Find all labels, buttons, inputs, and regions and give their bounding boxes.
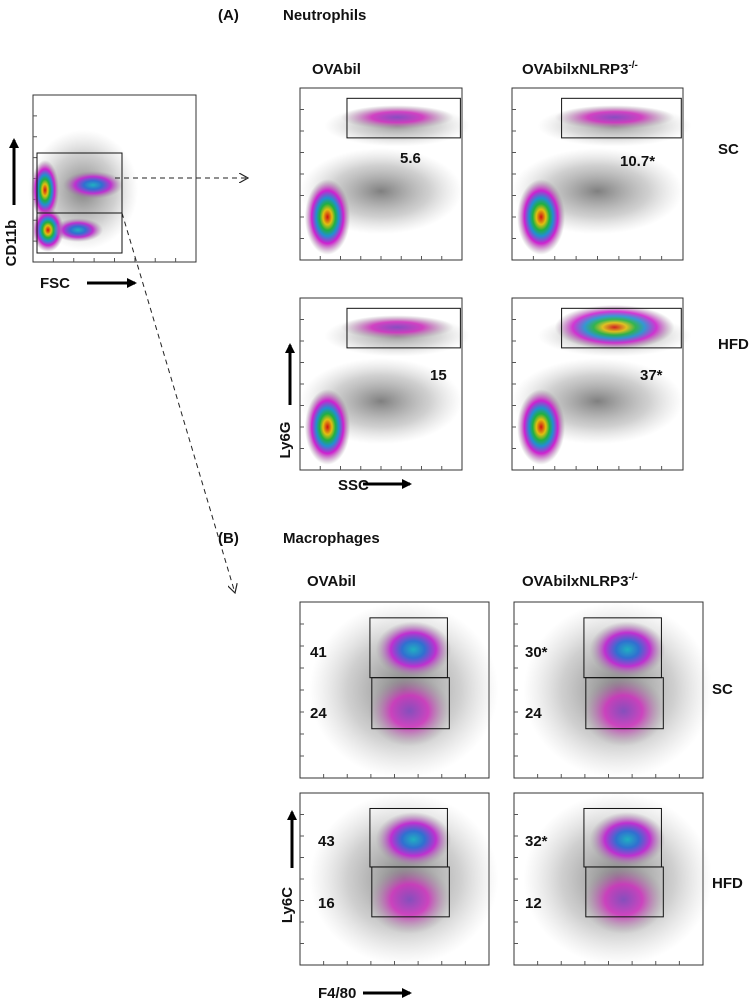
- event-cloud: [554, 304, 675, 350]
- event-cloud: [517, 389, 566, 465]
- event-cloud: [340, 105, 454, 130]
- header-superscript: -/-: [628, 572, 637, 583]
- gate-value: 5.6: [400, 150, 421, 167]
- event-cloud: [304, 389, 351, 465]
- column-header: OVAbil: [312, 61, 361, 78]
- gate: [371, 866, 450, 918]
- gate-value: 12: [525, 895, 542, 912]
- gate-value: 37*: [640, 367, 663, 384]
- gate: [561, 307, 682, 349]
- gate: [346, 307, 461, 349]
- gate-value: 15: [430, 367, 447, 384]
- event-cloud: [589, 621, 666, 678]
- event-cloud: [375, 811, 452, 867]
- header-superscript: -/-: [628, 60, 637, 71]
- gate: [346, 97, 461, 139]
- header-text: OVAbilxNLRP3: [522, 573, 628, 590]
- gate-value: 10.7*: [620, 153, 655, 170]
- event-cloud: [340, 315, 454, 340]
- y-axis-label: Ly6G: [277, 422, 294, 459]
- event-cloud: [589, 811, 666, 867]
- gate-arrow: [121, 212, 235, 593]
- x-axis-label: F4/80: [318, 985, 356, 1002]
- gate-value: 43: [318, 833, 335, 850]
- gate-value: 16: [318, 895, 335, 912]
- column-header: OVAbil: [307, 573, 356, 590]
- event-cloud: [31, 160, 59, 220]
- event-cloud: [368, 675, 452, 747]
- gate: [561, 97, 682, 139]
- header-text: OVAbil: [312, 61, 361, 78]
- gate-value: 32*: [525, 833, 548, 850]
- column-header: OVAbilxNLRP3-/-: [522, 572, 638, 590]
- gate-value: 30*: [525, 644, 548, 661]
- row-label: HFD: [718, 336, 749, 353]
- event-cloud: [368, 865, 452, 935]
- x-axis-label: FSC: [40, 275, 70, 292]
- gate-value: 24: [310, 705, 327, 722]
- column-header: OVAbilxNLRP3-/-: [522, 60, 638, 78]
- event-cloud: [554, 105, 675, 130]
- event-cloud: [582, 675, 666, 747]
- row-label: SC: [718, 141, 739, 158]
- x-axis-label: SSC: [338, 477, 369, 494]
- panel-label: (A): [218, 7, 239, 24]
- gate-value: 41: [310, 644, 327, 661]
- panel-title: Macrophages: [283, 530, 380, 547]
- panel-label: (B): [218, 530, 239, 547]
- y-axis-label: Ly6C: [279, 887, 296, 923]
- gate-value: 24: [525, 705, 542, 722]
- event-cloud: [53, 218, 103, 242]
- gate: [585, 677, 664, 730]
- event-cloud: [63, 171, 123, 199]
- event-cloud: [304, 179, 351, 255]
- header-text: OVAbilxNLRP3: [522, 61, 628, 78]
- gate: [36, 212, 123, 254]
- header-text: OVAbil: [307, 573, 356, 590]
- row-label: SC: [712, 681, 733, 698]
- row-label: HFD: [712, 875, 743, 892]
- y-axis-label: CD11b: [3, 220, 20, 267]
- event-cloud: [375, 621, 452, 678]
- gate: [371, 677, 450, 730]
- panel-title: Neutrophils: [283, 7, 366, 24]
- event-cloud: [517, 179, 566, 255]
- event-cloud: [582, 865, 666, 935]
- gate: [585, 866, 664, 918]
- event-cloud: [32, 208, 64, 252]
